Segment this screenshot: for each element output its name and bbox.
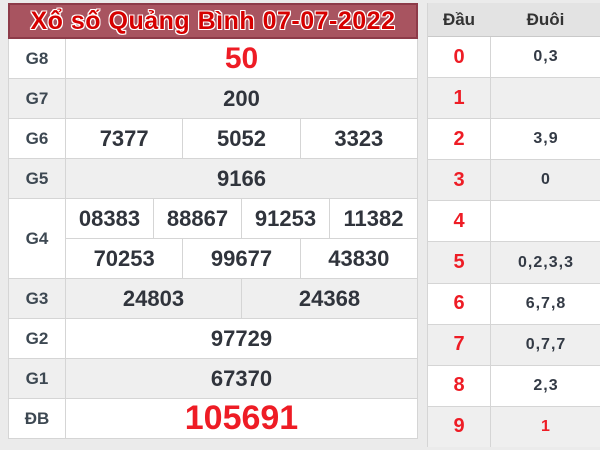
dau-row-0: 0 0,3 — [428, 37, 600, 78]
dau-row-4: 4 — [428, 200, 600, 242]
prize-number: 200 — [223, 85, 260, 111]
prize-row-G7: G7 200 — [9, 78, 417, 118]
prize-line: 08383 88867 91253 11382 — [66, 199, 417, 238]
dau-duoi-rows: 0 0,3 1 2 3,9 3 0 4 5 0,2,3,3 6 6,7,8 7 0,7,7 8 2,3 9 1 — [428, 37, 600, 447]
prize-number: 3323 — [299, 119, 417, 158]
prize-line: 70253 99677 43830 — [66, 238, 417, 278]
prize-line: 9166 — [66, 159, 417, 198]
dau-duoi-header: Đầu Đuôi — [428, 3, 600, 37]
dau-digit: 5 — [428, 242, 491, 283]
prize-row-G2: G2 97729 — [9, 318, 417, 358]
prize-label: ĐB — [9, 399, 66, 438]
dau-digit: 3 — [428, 160, 491, 201]
dau-duoi-table: Đầu Đuôi 0 0,3 1 2 3,9 3 0 4 5 0,2,3,3 6 6,7,8 7 0,7,… — [427, 3, 600, 447]
prize-number: 43830 — [299, 239, 417, 278]
duoi-values: 0,7,7 — [525, 335, 567, 353]
prize-label: G6 — [9, 119, 66, 158]
dau-digit: 9 — [428, 406, 491, 447]
prize-number: 11382 — [329, 199, 417, 238]
dau-row-6: 6 6,7,8 — [428, 282, 600, 324]
prize-line: 50 — [66, 39, 417, 78]
prize-line: 200 — [66, 79, 417, 118]
prize-number: 91253 — [241, 199, 329, 238]
dau-digit: 8 — [428, 365, 491, 406]
dau-digit: 7 — [428, 324, 491, 365]
dau-digit: 0 — [428, 37, 491, 78]
prize-number: 08383 — [78, 205, 141, 231]
prize-number: 50 — [224, 41, 259, 75]
prize-number: 97729 — [210, 325, 273, 351]
prize-values: 9166 — [66, 159, 417, 198]
prize-line: 97729 — [66, 319, 417, 358]
dau-digit: 6 — [428, 283, 491, 324]
dau-row-2: 2 3,9 — [428, 118, 600, 160]
dau-digit: 2 — [428, 119, 491, 160]
prize-row-G3: G3 24803 24368 — [9, 278, 417, 318]
dau-row-1: 1 — [428, 77, 600, 119]
prize-number: 7377 — [99, 125, 149, 151]
duoi-values: 6,7,8 — [525, 294, 567, 312]
dau-column-header: Đầu — [442, 9, 476, 29]
prize-label: G8 — [9, 39, 66, 78]
dau-digit: 4 — [428, 201, 491, 242]
prize-label: G4 — [9, 199, 66, 278]
prize-number: 67370 — [210, 365, 273, 391]
prize-label: G2 — [9, 319, 66, 358]
prize-line: 7377 5052 3323 — [66, 119, 417, 158]
prize-line: 24803 24368 — [66, 279, 417, 318]
prize-line: 67370 — [66, 359, 417, 398]
prize-label: G5 — [9, 159, 66, 198]
dau-row-7: 7 0,7,7 — [428, 323, 600, 365]
prize-row-G6: G6 7377 5052 3323 — [9, 118, 417, 158]
prize-label: G3 — [9, 279, 66, 318]
prize-values: 24803 24368 — [66, 279, 417, 318]
prize-label: G1 — [9, 359, 66, 398]
prize-number: 24368 — [241, 279, 417, 318]
duoi-values: 0,3 — [533, 48, 559, 66]
prize-row-G8: G8 50 — [9, 39, 417, 78]
prize-number: 9166 — [217, 165, 266, 191]
duoi-values: 0,2,3,3 — [518, 253, 574, 271]
prize-values: 200 — [66, 79, 417, 118]
prize-values: 97729 — [66, 319, 417, 358]
lottery-results-table: Xổ số Quảng Bình 07-07-2022 G8 50 G7 200 G6 7… — [8, 3, 418, 439]
prize-line: 105691 — [66, 399, 417, 438]
prize-number: 24803 — [122, 285, 185, 311]
prize-rows: G8 50 G7 200 G6 7377 5052 3323 G5 9166 G4 08383 8886… — [8, 39, 418, 439]
duoi-values: 3,9 — [533, 130, 559, 148]
duoi-values: 1 — [541, 417, 551, 435]
prize-number: 105691 — [184, 399, 299, 437]
page-title: Xổ số Quảng Bình 07-07-2022 — [8, 3, 418, 39]
prize-values: 67370 — [66, 359, 417, 398]
prize-values: 50 — [66, 39, 417, 78]
prize-row-ĐB: ĐB 105691 — [9, 398, 417, 438]
duoi-values: 2,3 — [533, 376, 559, 394]
prize-values: 7377 5052 3323 — [66, 119, 417, 158]
prize-number: 70253 — [93, 245, 155, 271]
dau-row-5: 5 0,2,3,3 — [428, 241, 600, 283]
prize-values: 08383 88867 91253 11382 70253 99677 43830 — [66, 199, 417, 278]
prize-number: 5052 — [182, 119, 299, 158]
prize-number: 99677 — [182, 239, 299, 278]
prize-row-G1: G1 67370 — [9, 358, 417, 398]
duoi-values — [491, 201, 600, 241]
duoi-values: 0 — [541, 171, 551, 189]
prize-number: 88867 — [153, 199, 241, 238]
duoi-values — [491, 78, 600, 118]
dau-digit: 1 — [428, 78, 491, 119]
prize-row-G4: G4 08383 88867 91253 11382 70253 99677 43830 — [9, 198, 417, 278]
prize-row-G5: G5 9166 — [9, 158, 417, 198]
prize-label: G7 — [9, 79, 66, 118]
dau-row-8: 8 2,3 — [428, 364, 600, 406]
prize-values: 105691 — [66, 399, 417, 438]
duoi-column-header: Đuôi — [526, 9, 565, 29]
